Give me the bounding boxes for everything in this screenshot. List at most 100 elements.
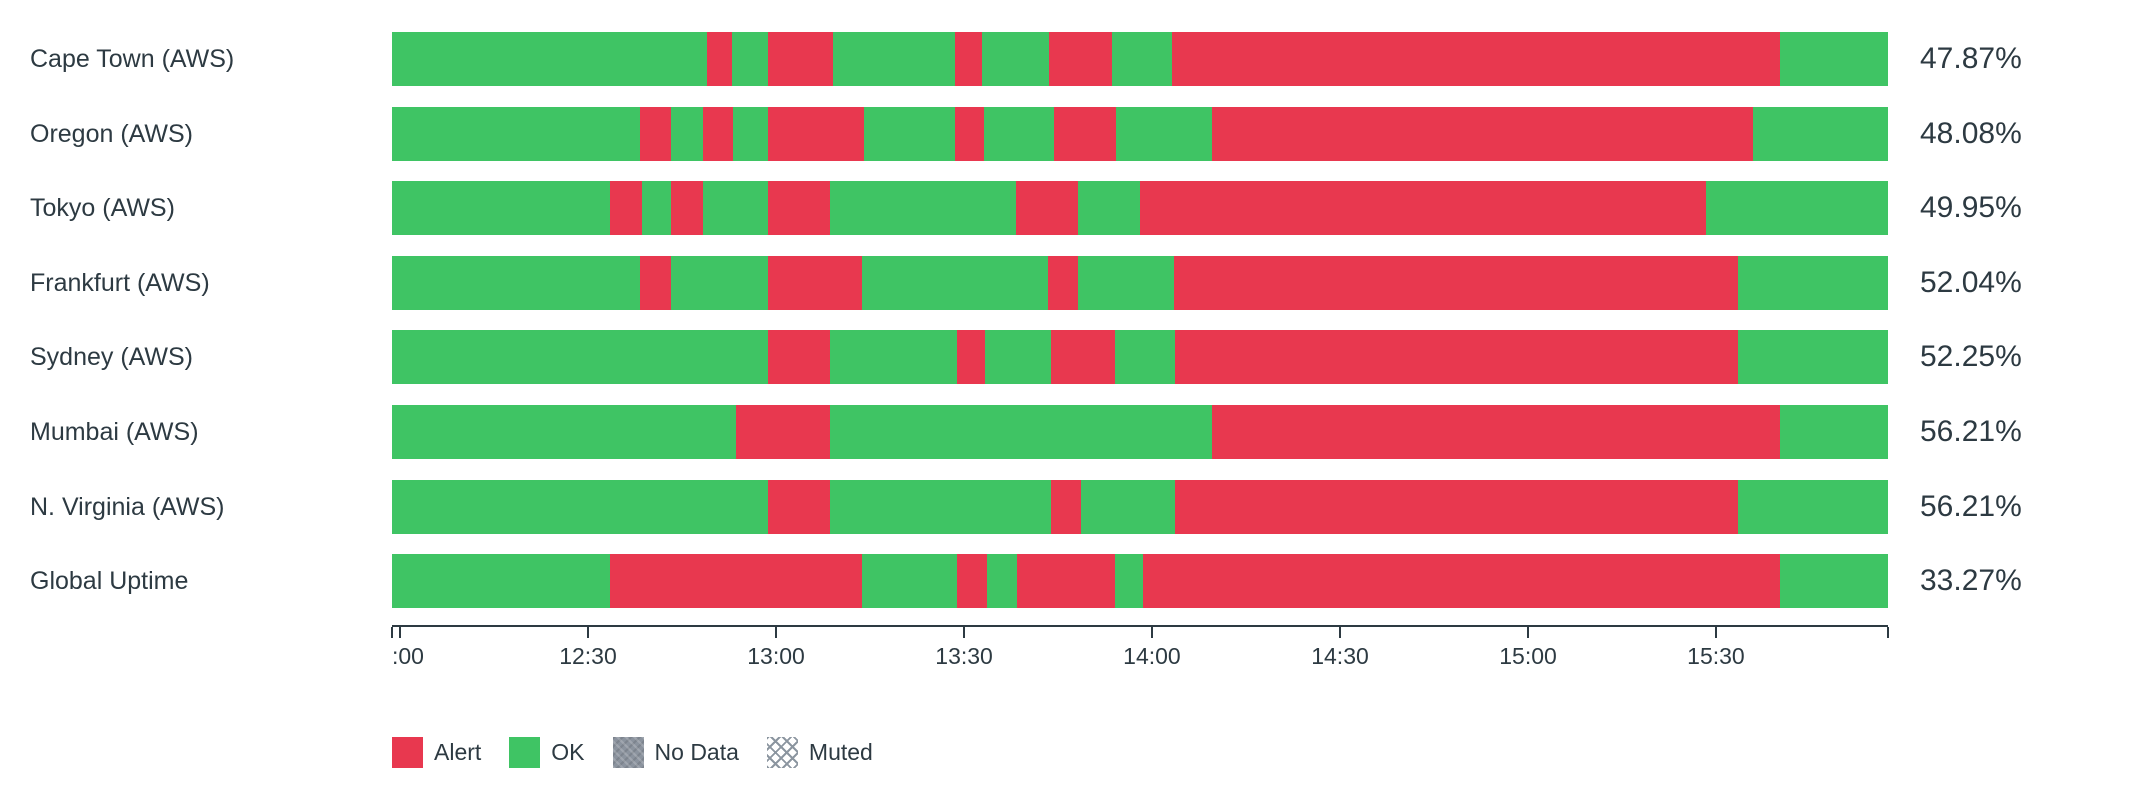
segment-alert[interactable] <box>954 32 982 86</box>
uptime-value: 56.21% <box>1920 490 2022 523</box>
segment-alert[interactable] <box>1174 480 1738 534</box>
segment-alert[interactable] <box>1211 107 1753 161</box>
axis-tick-label: 12:30 <box>559 643 617 669</box>
axis-tick <box>586 627 589 638</box>
segment-ok[interactable] <box>984 330 1051 384</box>
segment-ok[interactable] <box>1737 330 1888 384</box>
segment-ok[interactable] <box>862 256 1048 310</box>
segment-ok[interactable] <box>1737 256 1888 310</box>
segment-ok[interactable] <box>1737 480 1888 534</box>
segment-alert[interactable] <box>640 107 671 161</box>
legend-item-no_data[interactable]: No Data <box>612 737 739 768</box>
segment-ok[interactable] <box>1078 256 1174 310</box>
segment-alert[interactable] <box>1050 330 1115 384</box>
axis-tick-label: :00 <box>392 643 424 669</box>
segment-alert[interactable] <box>1050 480 1082 534</box>
segment-alert[interactable] <box>640 256 671 310</box>
segment-alert[interactable] <box>1139 181 1706 235</box>
legend-item-alert[interactable]: Alert <box>392 737 481 768</box>
segment-ok[interactable] <box>392 256 641 310</box>
segment-ok[interactable] <box>1115 107 1212 161</box>
segment-ok[interactable] <box>832 32 955 86</box>
segment-ok[interactable] <box>1779 405 1888 459</box>
segment-alert[interactable] <box>1171 32 1780 86</box>
segment-alert[interactable] <box>1015 181 1078 235</box>
segment-alert[interactable] <box>1211 405 1780 459</box>
segment-alert[interactable] <box>957 554 987 608</box>
segment-alert[interactable] <box>954 107 984 161</box>
segment-alert[interactable] <box>1048 32 1112 86</box>
segment-ok[interactable] <box>732 107 768 161</box>
segment-ok[interactable] <box>641 181 671 235</box>
segment-ok[interactable] <box>392 330 768 384</box>
segment-alert[interactable] <box>670 181 703 235</box>
segment-ok[interactable] <box>862 554 957 608</box>
segment-ok[interactable] <box>1111 32 1172 86</box>
segment-alert[interactable] <box>609 554 863 608</box>
segment-ok[interactable] <box>1779 554 1888 608</box>
axis-tick <box>1887 627 1889 638</box>
segment-ok[interactable] <box>829 181 1016 235</box>
segment-ok[interactable] <box>392 480 768 534</box>
segment-ok[interactable] <box>1114 554 1143 608</box>
segment-ok[interactable] <box>670 256 768 310</box>
segment-alert[interactable] <box>707 32 733 86</box>
segment-ok[interactable] <box>986 554 1017 608</box>
legend-swatch-muted <box>766 737 798 768</box>
segment-ok[interactable] <box>863 107 955 161</box>
status-bar <box>392 107 1888 161</box>
segment-alert[interactable] <box>767 256 863 310</box>
segment-ok[interactable] <box>392 181 610 235</box>
row-label: Mumbai (AWS) <box>30 417 199 446</box>
segment-ok[interactable] <box>1779 32 1888 86</box>
axis-tick-label: 14:00 <box>1123 643 1181 669</box>
segment-alert[interactable] <box>609 181 642 235</box>
segment-ok[interactable] <box>1114 330 1175 384</box>
segment-ok[interactable] <box>1081 480 1175 534</box>
segment-ok[interactable] <box>670 107 703 161</box>
segment-alert[interactable] <box>1174 330 1738 384</box>
legend-label: OK <box>551 739 585 765</box>
row-label: Sydney (AWS) <box>30 342 194 371</box>
segment-alert[interactable] <box>735 405 831 459</box>
legend-item-ok[interactable]: OK <box>509 737 585 768</box>
segment-alert[interactable] <box>767 181 830 235</box>
segment-alert[interactable] <box>702 107 733 161</box>
segment-alert[interactable] <box>1142 554 1780 608</box>
segment-ok[interactable] <box>830 405 1212 459</box>
status-bar <box>392 405 1888 459</box>
row-label: Global Uptime <box>30 566 189 595</box>
segment-ok[interactable] <box>1705 181 1888 235</box>
uptime-value: 52.04% <box>1920 266 2022 299</box>
segment-alert[interactable] <box>767 107 864 161</box>
segment-ok[interactable] <box>830 330 958 384</box>
segment-ok[interactable] <box>392 405 736 459</box>
segment-ok[interactable] <box>392 32 708 86</box>
segment-ok[interactable] <box>732 32 768 86</box>
segment-alert[interactable] <box>767 480 831 534</box>
segment-ok[interactable] <box>392 554 610 608</box>
axis-tick-label: 15:30 <box>1687 643 1745 669</box>
segment-alert[interactable] <box>1016 554 1115 608</box>
segment-alert[interactable] <box>1047 256 1079 310</box>
legend-label: Alert <box>434 739 482 765</box>
segment-ok[interactable] <box>1752 107 1888 161</box>
segment-ok[interactable] <box>983 107 1054 161</box>
row-label: Cape Town (AWS) <box>30 44 235 73</box>
segment-alert[interactable] <box>957 330 985 384</box>
row-label: N. Virginia (AWS) <box>30 492 225 521</box>
segment-ok[interactable] <box>392 107 641 161</box>
segment-ok[interactable] <box>1077 181 1140 235</box>
segment-alert[interactable] <box>1053 107 1116 161</box>
uptime-value: 49.95% <box>1920 191 2022 224</box>
segment-ok[interactable] <box>981 32 1049 86</box>
segment-alert[interactable] <box>767 32 833 86</box>
segment-ok[interactable] <box>702 181 768 235</box>
segment-ok[interactable] <box>830 480 1051 534</box>
axis-tick <box>1527 627 1530 638</box>
segment-alert[interactable] <box>1173 256 1738 310</box>
legend-item-muted[interactable]: Muted <box>766 737 873 768</box>
axis-tick <box>1150 627 1153 638</box>
segment-alert[interactable] <box>767 330 831 384</box>
